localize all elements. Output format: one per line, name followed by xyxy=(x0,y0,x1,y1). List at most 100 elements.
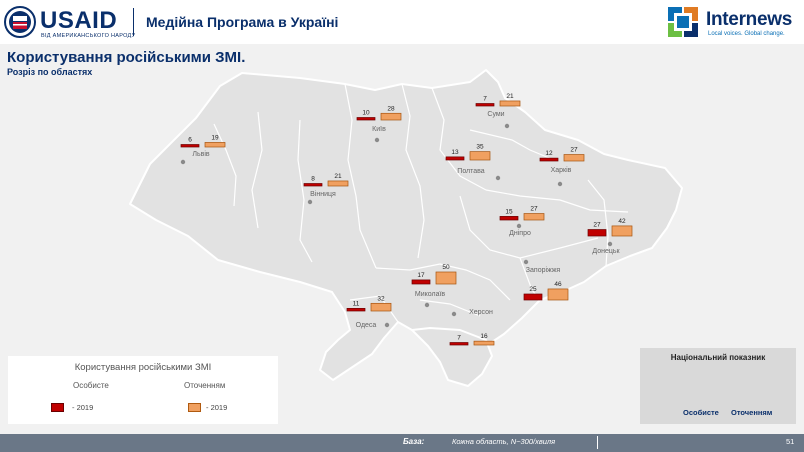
value-label-personal-7: 27 xyxy=(593,222,601,229)
value-label-personal-2: 7 xyxy=(483,96,487,103)
bar-personal-2 xyxy=(475,103,495,107)
usaid-seal-logo xyxy=(4,6,36,38)
footer-bar: База: Кожна область, N~300/хвиля 51 xyxy=(0,434,804,452)
legend-personal-year: - 2019 xyxy=(72,403,94,412)
bar-surrounding-4 xyxy=(563,154,585,162)
bar-surrounding-10 xyxy=(370,302,392,312)
city-label-1: Київ xyxy=(372,126,386,133)
slide-subtitle: Розріз по областях xyxy=(7,67,93,77)
bar-personal-1 xyxy=(356,117,376,121)
value-label-personal-3: 13 xyxy=(451,149,459,156)
value-label-surrounding-0: 19 xyxy=(211,134,219,141)
bar-surrounding-9 xyxy=(435,271,457,285)
value-label-surrounding-8: 46 xyxy=(554,281,562,288)
city-dot-7 xyxy=(607,241,613,247)
chart-legend: Користування російськими ЗМІ Особисте От… xyxy=(8,356,278,424)
bar-personal-7 xyxy=(587,229,607,237)
city-label-0: Львів xyxy=(192,150,210,158)
city-dot-6 xyxy=(516,223,522,229)
value-label-surrounding-10: 32 xyxy=(377,295,385,302)
bar-surrounding-6 xyxy=(523,213,545,221)
legend-surrounding-year: - 2019 xyxy=(206,403,228,412)
bar-surrounding-3 xyxy=(469,151,491,161)
value-label-personal-8: 25 xyxy=(529,286,537,293)
bar-surrounding-7 xyxy=(611,225,633,237)
bar-personal-9 xyxy=(411,279,431,285)
bar-personal-10 xyxy=(346,308,366,312)
value-label-surrounding-7: 42 xyxy=(618,218,626,225)
city-label-9: Миколаїв xyxy=(415,291,446,298)
bar-surrounding-5 xyxy=(327,180,349,187)
footer-divider xyxy=(597,436,598,449)
national-surrounding-label: Оточенням xyxy=(731,408,773,417)
header-divider xyxy=(133,8,134,36)
value-label-surrounding-1: 28 xyxy=(387,105,395,112)
city-label-7: Донецьк xyxy=(592,248,620,255)
value-label-surrounding-9: 50 xyxy=(442,264,450,271)
bar-surrounding-0 xyxy=(204,142,226,148)
bar-personal-6 xyxy=(499,216,519,221)
city-dot-0 xyxy=(180,159,186,165)
city-dot-3 xyxy=(495,175,501,181)
bar-personal-0 xyxy=(180,144,200,148)
value-label-personal-11: 7 xyxy=(457,335,461,342)
legend-title: Користування російськими ЗМІ xyxy=(74,362,212,373)
value-label-personal-6: 15 xyxy=(505,208,513,215)
legend-personal-label: Особисте xyxy=(73,381,109,390)
bar-personal-8 xyxy=(523,293,543,301)
value-label-surrounding-2: 21 xyxy=(506,93,514,100)
footer-base-text: Кожна область, N~300/хвиля xyxy=(452,437,556,446)
city-dot-1 xyxy=(374,137,380,143)
bar-personal-4 xyxy=(539,157,559,162)
internews-wordmark: Internews xyxy=(706,9,792,30)
city-label-5: Вінниця xyxy=(310,190,336,198)
city-dot-10 xyxy=(384,322,390,328)
slide-title: Користування російськими ЗМІ. xyxy=(7,49,246,66)
city-label-6: Дніпро xyxy=(509,229,531,237)
usaid-subtitle: ВІД АМЕРИКАНСЬКОГО НАРОДУ xyxy=(41,33,136,39)
city-label-3: Полтава xyxy=(457,168,485,175)
city-label-8: Запоріжжя xyxy=(526,266,561,274)
header-bar: USAID ВІД АМЕРИКАНСЬКОГО НАРОДУ Медійна … xyxy=(0,0,804,44)
value-label-personal-1: 10 xyxy=(362,110,370,117)
city-label-10: Одеса xyxy=(356,322,377,329)
usaid-wordmark: USAID xyxy=(40,7,118,34)
city-dot-9 xyxy=(424,302,430,308)
city-dot-8 xyxy=(523,259,529,265)
bar-surrounding-1 xyxy=(380,112,402,121)
value-label-personal-5: 8 xyxy=(311,176,315,183)
value-label-personal-4: 12 xyxy=(545,150,553,157)
bar-personal-3 xyxy=(445,156,465,161)
value-label-personal-9: 17 xyxy=(417,272,425,279)
national-title: Національний показник xyxy=(670,353,766,362)
legend-surrounding-swatch xyxy=(188,403,201,412)
city-dot-5 xyxy=(307,199,313,205)
ukraine-map-outline xyxy=(129,69,683,387)
city-label-2: Суми xyxy=(487,111,504,118)
city-label-11: Херсон xyxy=(469,309,493,316)
oblast-boundaries xyxy=(213,83,629,323)
footer-base-label: База: xyxy=(403,437,425,446)
internews-logo xyxy=(668,7,698,37)
national-personal-label: Особисте xyxy=(683,408,719,417)
value-label-surrounding-4: 27 xyxy=(570,147,578,154)
national-indicator-panel: Національний показник Особисте Оточенням xyxy=(640,348,796,424)
value-label-surrounding-3: 35 xyxy=(476,144,484,151)
city-dot-4 xyxy=(557,181,563,187)
value-label-surrounding-6: 27 xyxy=(530,206,538,213)
value-label-surrounding-11: 16 xyxy=(480,333,488,340)
bar-surrounding-8 xyxy=(547,288,569,301)
value-label-personal-0: 6 xyxy=(188,137,192,144)
value-label-surrounding-5: 21 xyxy=(334,173,342,180)
bar-surrounding-11 xyxy=(473,340,495,346)
page-number: 51 xyxy=(786,437,795,446)
city-dot-2 xyxy=(504,123,510,129)
bar-personal-5 xyxy=(303,183,323,187)
bar-surrounding-2 xyxy=(499,100,521,107)
internews-tagline: Local voices. Global change. xyxy=(708,31,785,37)
value-label-personal-10: 11 xyxy=(353,300,360,307)
legend-personal-swatch xyxy=(51,403,64,412)
city-label-4: Харків xyxy=(551,166,572,174)
bar-personal-11 xyxy=(449,342,469,346)
legend-surrounding-label: Оточенням xyxy=(184,381,226,390)
